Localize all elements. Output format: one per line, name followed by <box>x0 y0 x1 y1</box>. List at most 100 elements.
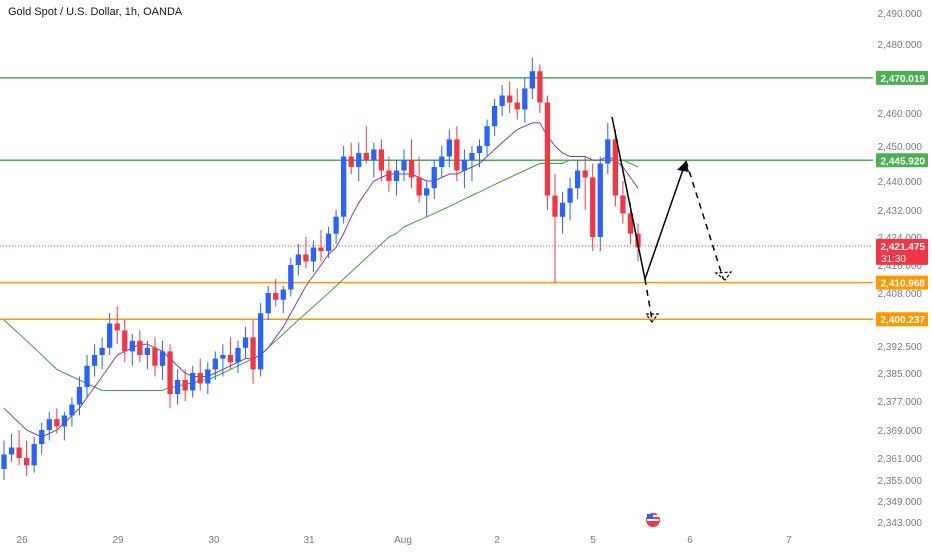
candle <box>174 369 181 405</box>
candle-body <box>182 380 188 391</box>
candle <box>159 340 166 380</box>
candle-body <box>605 139 611 164</box>
x-tick-label: 2 <box>494 535 500 546</box>
candle <box>537 64 543 113</box>
candle-body <box>190 373 196 391</box>
candle-body <box>431 167 437 189</box>
candle-body <box>620 195 626 214</box>
candle <box>212 351 218 380</box>
us-flag-stripe <box>647 519 659 521</box>
candle <box>318 230 324 262</box>
candle-body <box>552 195 558 217</box>
candle <box>590 163 596 251</box>
candle-body <box>1 454 7 469</box>
y-tick-label: 2,377.000 <box>878 397 923 408</box>
candle-body <box>280 289 286 300</box>
candle-body <box>152 347 158 366</box>
candle <box>303 237 309 269</box>
candle <box>341 146 347 224</box>
candle-body <box>393 170 400 181</box>
candle <box>280 286 286 314</box>
candle <box>114 306 120 345</box>
candle-body <box>484 126 490 146</box>
candle-body <box>325 233 332 251</box>
candle <box>46 411 52 441</box>
candle-body <box>61 415 68 427</box>
candle <box>235 340 241 373</box>
level-label-2-text: 2,410.968 <box>881 279 926 290</box>
candle-body <box>250 337 256 370</box>
candle-body <box>401 160 407 171</box>
candle-body <box>24 458 30 466</box>
candle <box>408 139 415 189</box>
candle <box>69 397 75 427</box>
candle-body <box>408 160 415 178</box>
candle <box>529 57 535 99</box>
candle <box>273 279 279 307</box>
x-tick-label: Aug <box>394 535 412 546</box>
candle <box>416 156 422 203</box>
y-tick-label: 2,490.000 <box>878 9 923 20</box>
candle-body <box>469 153 475 160</box>
candle <box>507 81 513 113</box>
candle-body <box>257 313 264 370</box>
candle <box>476 139 483 167</box>
level-label-3-box <box>876 312 928 327</box>
candle-body <box>499 95 505 106</box>
candle <box>137 330 143 363</box>
candle-body <box>529 71 535 89</box>
candle <box>371 142 377 178</box>
candle-body <box>522 88 528 110</box>
candle-body <box>114 323 120 331</box>
candle <box>84 355 90 398</box>
candle-body <box>507 95 513 103</box>
y-tick-label: 2,343.000 <box>878 518 923 529</box>
candle <box>76 376 83 416</box>
candle <box>167 344 173 409</box>
candle-body <box>582 170 588 178</box>
candle <box>152 337 158 377</box>
candle-body <box>544 102 551 196</box>
x-tick-label: 30 <box>208 535 220 546</box>
x-tick-label: 29 <box>112 535 124 546</box>
candle <box>31 437 37 473</box>
candle-body <box>167 351 173 394</box>
candle-body <box>39 430 45 444</box>
candle-body <box>84 365 90 387</box>
candle-body <box>439 156 445 167</box>
candle-body <box>567 188 573 203</box>
candle <box>16 430 22 466</box>
candle-body <box>129 340 135 352</box>
y-tick-label: 2,424.000 <box>878 233 923 244</box>
candle-body <box>386 170 392 181</box>
candle-body <box>537 71 543 103</box>
projection-arrowhead-down-2 <box>714 271 733 281</box>
candle-body <box>212 358 218 370</box>
y-tick-label: 2,361.000 <box>878 454 923 465</box>
candle-body <box>416 177 422 196</box>
candle <box>439 146 445 178</box>
y-tick-label: 2,480.000 <box>878 40 923 51</box>
candle <box>61 411 68 441</box>
y-tick-label: 2,392.500 <box>878 342 923 353</box>
candle <box>544 95 551 210</box>
candle <box>257 303 264 377</box>
projection-arrows <box>611 116 733 323</box>
current-price-text: 2,421.475 <box>881 242 926 253</box>
candle-body <box>514 102 520 110</box>
candle <box>265 286 271 320</box>
candle <box>227 337 234 370</box>
candle <box>8 433 15 462</box>
y-tick-label: 2,460.000 <box>878 109 923 120</box>
candle <box>1 440 7 480</box>
projection-arrowhead-down-1 <box>644 313 660 323</box>
candle <box>446 129 452 167</box>
horizontal-levels <box>0 77 873 320</box>
candle-body <box>227 355 234 363</box>
candle <box>295 244 301 276</box>
candle-body <box>424 188 430 196</box>
candle <box>197 358 203 391</box>
candle <box>597 156 603 251</box>
price-axis: 2,490.0002,480.0002,470.0002,460.0002,45… <box>878 9 923 529</box>
